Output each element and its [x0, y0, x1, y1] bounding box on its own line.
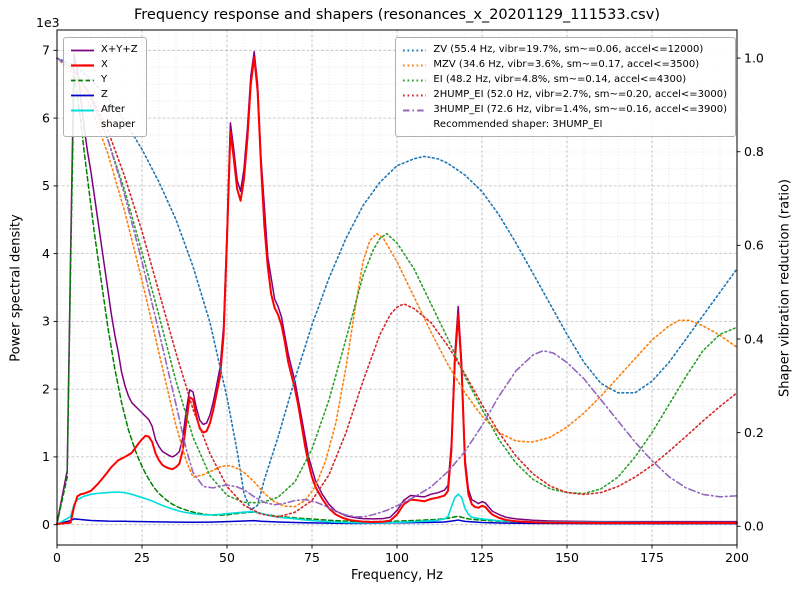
svg-text:50: 50: [219, 550, 235, 565]
legend-line-sample: [403, 79, 427, 82]
svg-text:0.4: 0.4: [744, 331, 764, 346]
legend-item: 3HUMP_EI (72.6 Hz, vibr=1.4%, sm~=0.16, …: [402, 102, 727, 117]
legend-line-sample: [403, 94, 427, 97]
svg-text:0.2: 0.2: [744, 425, 764, 440]
svg-text:4: 4: [42, 246, 50, 261]
svg-text:200: 200: [725, 550, 749, 565]
svg-text:6: 6: [42, 110, 50, 125]
legend-line-sample: [71, 79, 94, 82]
shaper-legend: ZV (55.4 Hz, vibr=19.7%, sm~=0.06, accel…: [395, 37, 736, 137]
legend-label: Z: [101, 89, 108, 100]
svg-text:7: 7: [42, 43, 50, 58]
legend-label: MZV (34.6 Hz, vibr=3.6%, sm~=0.17, accel…: [433, 59, 700, 70]
svg-text:3: 3: [42, 314, 50, 329]
svg-text:0.0: 0.0: [744, 519, 764, 534]
legend-label: Y: [101, 74, 108, 85]
legend-item: EI (48.2 Hz, vibr=4.8%, sm~=0.14, accel<…: [402, 72, 727, 87]
legend-item: After shaper: [70, 102, 138, 132]
legend-label: 2HUMP_EI (52.0 Hz, vibr=2.7%, sm~=0.20, …: [433, 89, 727, 100]
psd-legend: X+Y+Z X Y Z After shaper: [63, 37, 147, 137]
legend-item: Z: [70, 87, 138, 102]
legend-line-sample: [403, 109, 427, 112]
legend-label: X+Y+Z: [101, 44, 138, 55]
svg-text:0: 0: [53, 550, 61, 565]
svg-text:25: 25: [134, 550, 150, 565]
legend-line-sample: [71, 109, 94, 112]
legend-label: Recommended shaper: 3HUMP_EI: [433, 119, 603, 130]
svg-text:2: 2: [42, 381, 50, 396]
svg-text:150: 150: [555, 550, 579, 565]
y-axis-right-label: Shaper vibration reduction (ratio): [777, 179, 793, 397]
legend-line-sample: [71, 94, 94, 97]
legend-line-sample: [403, 49, 427, 52]
svg-text:0.8: 0.8: [744, 144, 764, 159]
legend-item: Y: [70, 72, 138, 87]
y-axis-offset-text: 1e3: [36, 15, 60, 30]
legend-item: Recommended shaper: 3HUMP_EI: [402, 117, 727, 132]
legend-item: X+Y+Z: [70, 42, 138, 57]
legend-label: After shaper: [101, 104, 136, 130]
legend-item: X: [70, 57, 138, 72]
legend-line-sample: [71, 64, 94, 67]
svg-text:0.6: 0.6: [744, 238, 764, 253]
legend-label: 3HUMP_EI (72.6 Hz, vibr=1.4%, sm~=0.16, …: [433, 104, 727, 115]
svg-text:1: 1: [42, 449, 50, 464]
chart-title: Frequency response and shapers (resonanc…: [134, 7, 660, 23]
svg-text:125: 125: [470, 550, 494, 565]
legend-line-sample: [403, 64, 427, 67]
legend-line-sample: [71, 49, 94, 52]
svg-text:5: 5: [42, 178, 50, 193]
x-axis-label: Frequency, Hz: [350, 568, 444, 583]
svg-text:1.0: 1.0: [744, 50, 764, 65]
legend-label: EI (48.2 Hz, vibr=4.8%, sm~=0.14, accel<…: [433, 74, 687, 85]
legend-label: X: [101, 59, 108, 70]
legend-item: 2HUMP_EI (52.0 Hz, vibr=2.7%, sm~=0.20, …: [402, 87, 727, 102]
y-axis-left-label: Power spectral density: [8, 214, 24, 362]
legend-item: ZV (55.4 Hz, vibr=19.7%, sm~=0.06, accel…: [402, 42, 727, 57]
legend-item: MZV (34.6 Hz, vibr=3.6%, sm~=0.17, accel…: [402, 57, 727, 72]
svg-text:0: 0: [42, 517, 50, 532]
legend-label: ZV (55.4 Hz, vibr=19.7%, sm~=0.06, accel…: [433, 44, 704, 55]
svg-text:75: 75: [304, 550, 320, 565]
svg-text:100: 100: [385, 550, 409, 565]
svg-text:175: 175: [640, 550, 664, 565]
